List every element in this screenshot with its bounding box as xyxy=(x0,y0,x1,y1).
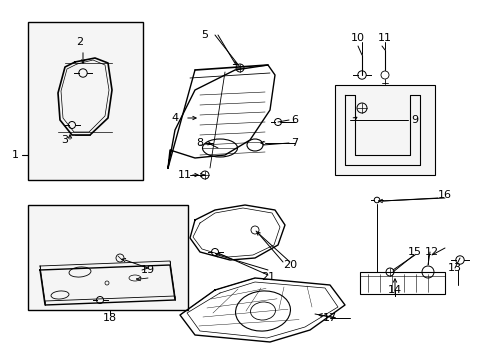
Text: 9: 9 xyxy=(410,115,418,125)
Bar xyxy=(359,272,444,294)
Text: 3: 3 xyxy=(61,135,68,145)
Text: 8: 8 xyxy=(196,138,203,148)
Text: 16: 16 xyxy=(437,190,451,200)
Text: 10: 10 xyxy=(350,33,364,43)
Text: 6: 6 xyxy=(291,115,298,125)
Text: 7: 7 xyxy=(291,138,298,148)
Text: 15: 15 xyxy=(407,247,421,257)
Text: 11: 11 xyxy=(178,170,192,180)
Bar xyxy=(28,205,187,310)
Text: 17: 17 xyxy=(322,313,336,323)
Text: 12: 12 xyxy=(424,247,438,257)
Text: 14: 14 xyxy=(387,285,401,295)
Text: 5: 5 xyxy=(201,30,208,40)
Text: 19: 19 xyxy=(141,265,155,275)
Text: 1: 1 xyxy=(12,150,19,160)
Text: 20: 20 xyxy=(283,260,296,270)
Bar xyxy=(334,85,434,175)
Text: 4: 4 xyxy=(171,113,178,123)
Text: 11: 11 xyxy=(377,33,391,43)
Text: 21: 21 xyxy=(261,272,274,282)
Text: 2: 2 xyxy=(76,37,83,47)
Text: 13: 13 xyxy=(447,263,461,273)
Bar xyxy=(28,22,142,180)
Text: 18: 18 xyxy=(103,313,117,323)
